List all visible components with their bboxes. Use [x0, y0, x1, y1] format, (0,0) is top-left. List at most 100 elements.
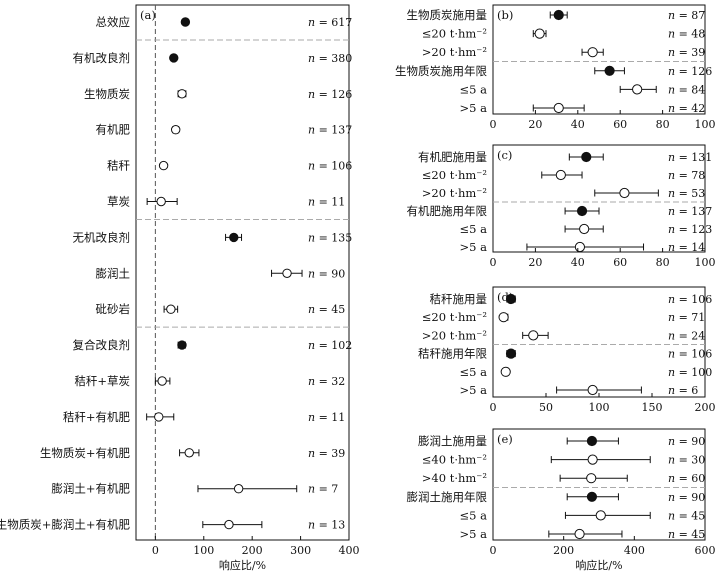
forest-row: 复合改良剂 n = 102 [73, 338, 353, 352]
row-label: 有机肥施用量 [418, 150, 487, 164]
row-label: 生物质炭 [84, 87, 130, 101]
panel-label: (e) [497, 432, 513, 446]
row-label: >5 a [460, 240, 488, 254]
row-label: ≤5 a [460, 508, 488, 522]
row-label: 有机改良剂 [73, 51, 131, 65]
row-label: 生物质炭施用量 [407, 8, 488, 22]
row-label: 有机肥 [96, 123, 131, 137]
forest-row: 秸秆 n = 106 [107, 159, 352, 173]
panel-a: (a) 总效应 n = 617 有机改良剂 n = 380 生物质炭 n = 126 有机肥 n… [0, 4, 360, 572]
panel-label: (a) [140, 8, 156, 22]
mean-point [553, 9, 564, 21]
forest-row: 膨润土施用年限 n = 90 [407, 490, 706, 504]
mean-point [555, 169, 566, 181]
row-label: ≤20 t·hm⁻² [422, 27, 487, 41]
forest-row: 秸秆+草炭 n = 32 [74, 374, 345, 388]
mean-point [581, 151, 592, 163]
x-axis-label: 响应比/% [575, 558, 622, 572]
x-tick-label: 40 [571, 118, 585, 131]
forest-row: 草炭 n = 11 [107, 195, 345, 209]
forest-row: 有机肥施用量 n = 131 [418, 150, 712, 164]
sample-size-label: n = 32 [308, 375, 345, 388]
panel-label: (c) [497, 148, 512, 162]
x-tick-label: 0 [490, 256, 497, 269]
sample-size-label: n = 53 [668, 187, 705, 200]
row-label: >20 t·hm⁻² [422, 328, 487, 342]
x-tick-label: 60 [613, 256, 627, 269]
forest-row: 生物质炭+有机肥 n = 39 [40, 446, 345, 460]
row-label: 膨润土施用量 [418, 434, 487, 448]
sample-size-label: n = 100 [668, 366, 712, 379]
plot-frame [135, 4, 350, 541]
sample-size-label: n = 135 [308, 231, 352, 244]
sample-size-label: n = 90 [308, 267, 345, 280]
row-label: 秸秆 [107, 159, 130, 173]
plot-frame [492, 4, 706, 115]
sample-size-label: n = 617 [308, 16, 352, 29]
x-tick-label: 0 [490, 401, 497, 414]
mean-point [604, 65, 615, 76]
row-label: 秸秆施用量 [430, 292, 488, 306]
x-tick-label: 400 [624, 544, 645, 557]
row-label: 生物质炭+有机肥 [40, 446, 131, 460]
mean-point [528, 330, 539, 341]
x-tick-label: 40 [571, 256, 585, 269]
forest-row: 生物质炭 n = 126 [84, 87, 352, 101]
forest-row: 膨润土施用量 n = 90 [418, 434, 705, 448]
mean-point [166, 304, 176, 314]
sample-size-label: n = 24 [668, 329, 705, 342]
mean-point [587, 384, 598, 396]
row-label: 无机改良剂 [73, 230, 131, 244]
forest-row: ≤5 a n = 123 [460, 222, 713, 236]
mean-point [156, 196, 166, 207]
forest-row: 膨润土+有机肥 n = 7 [51, 482, 338, 496]
row-label: 膨润土+有机肥 [51, 482, 130, 496]
forest-row: >20 t·hm⁻² n = 24 [422, 328, 706, 342]
row-label: >5 a [460, 383, 488, 397]
sample-size-label: n = 39 [668, 46, 705, 59]
panel-e: (e) 膨润土施用量 n = 90 ≤40 t·hm⁻² n = 30 >40 t·hm⁻… [407, 428, 716, 572]
mean-point [534, 28, 545, 39]
row-label: >5 a [460, 527, 488, 541]
forest-row: 有机肥施用年限 n = 137 [407, 204, 713, 218]
mean-point [169, 53, 179, 63]
mean-point [282, 268, 292, 278]
row-label: ≤40 t·hm⁻² [422, 453, 487, 467]
forest-row: ≤20 t·hm⁻² n = 78 [422, 168, 706, 182]
sample-size-label: n = 13 [308, 519, 345, 532]
mean-point [170, 125, 181, 135]
forest-row: >20 t·hm⁻² n = 39 [422, 45, 706, 59]
sample-size-label: n = 90 [668, 491, 705, 504]
forest-row: ≤5 a n = 84 [460, 82, 706, 96]
row-label: 膨润土施用年限 [407, 490, 488, 504]
sample-size-label: n = 137 [668, 205, 712, 218]
sample-size-label: n = 39 [308, 447, 345, 460]
row-label: 秸秆+草炭 [74, 374, 130, 388]
row-label: >20 t·hm⁻² [422, 186, 487, 200]
forest-row: 秸秆施用量 n = 106 [430, 292, 713, 306]
sample-size-label: n = 380 [308, 52, 352, 65]
sample-size-label: n = 106 [668, 293, 712, 306]
forest-row: 生物质炭+膨润土+有机肥 n = 13 [0, 518, 345, 532]
forest-row: 有机改良剂 n = 380 [73, 51, 353, 65]
mean-point [498, 312, 509, 323]
x-tick-label: 0 [152, 544, 159, 557]
x-tick-label: 100 [695, 118, 716, 131]
sample-size-label: n = 106 [308, 160, 352, 173]
x-tick-label: 600 [695, 544, 716, 557]
row-label: 秸秆+有机肥 [63, 410, 131, 424]
forest-row: ≤5 a n = 100 [460, 365, 713, 379]
sample-size-label: n = 71 [668, 311, 705, 324]
mean-point [619, 187, 630, 199]
row-label: 总效应 [96, 15, 131, 29]
x-tick-label: 20 [528, 118, 542, 131]
x-tick-label: 80 [656, 256, 670, 269]
sample-size-label: n = 123 [668, 223, 712, 236]
mean-point [576, 205, 588, 217]
row-label: 膨润土 [96, 266, 131, 280]
forest-row: >5 a n = 45 [460, 527, 706, 541]
row-label: 生物质炭+膨润土+有机肥 [0, 518, 130, 532]
sample-size-label: n = 45 [668, 509, 705, 522]
plot-frame [492, 428, 706, 541]
x-tick-label: 0 [490, 544, 497, 557]
